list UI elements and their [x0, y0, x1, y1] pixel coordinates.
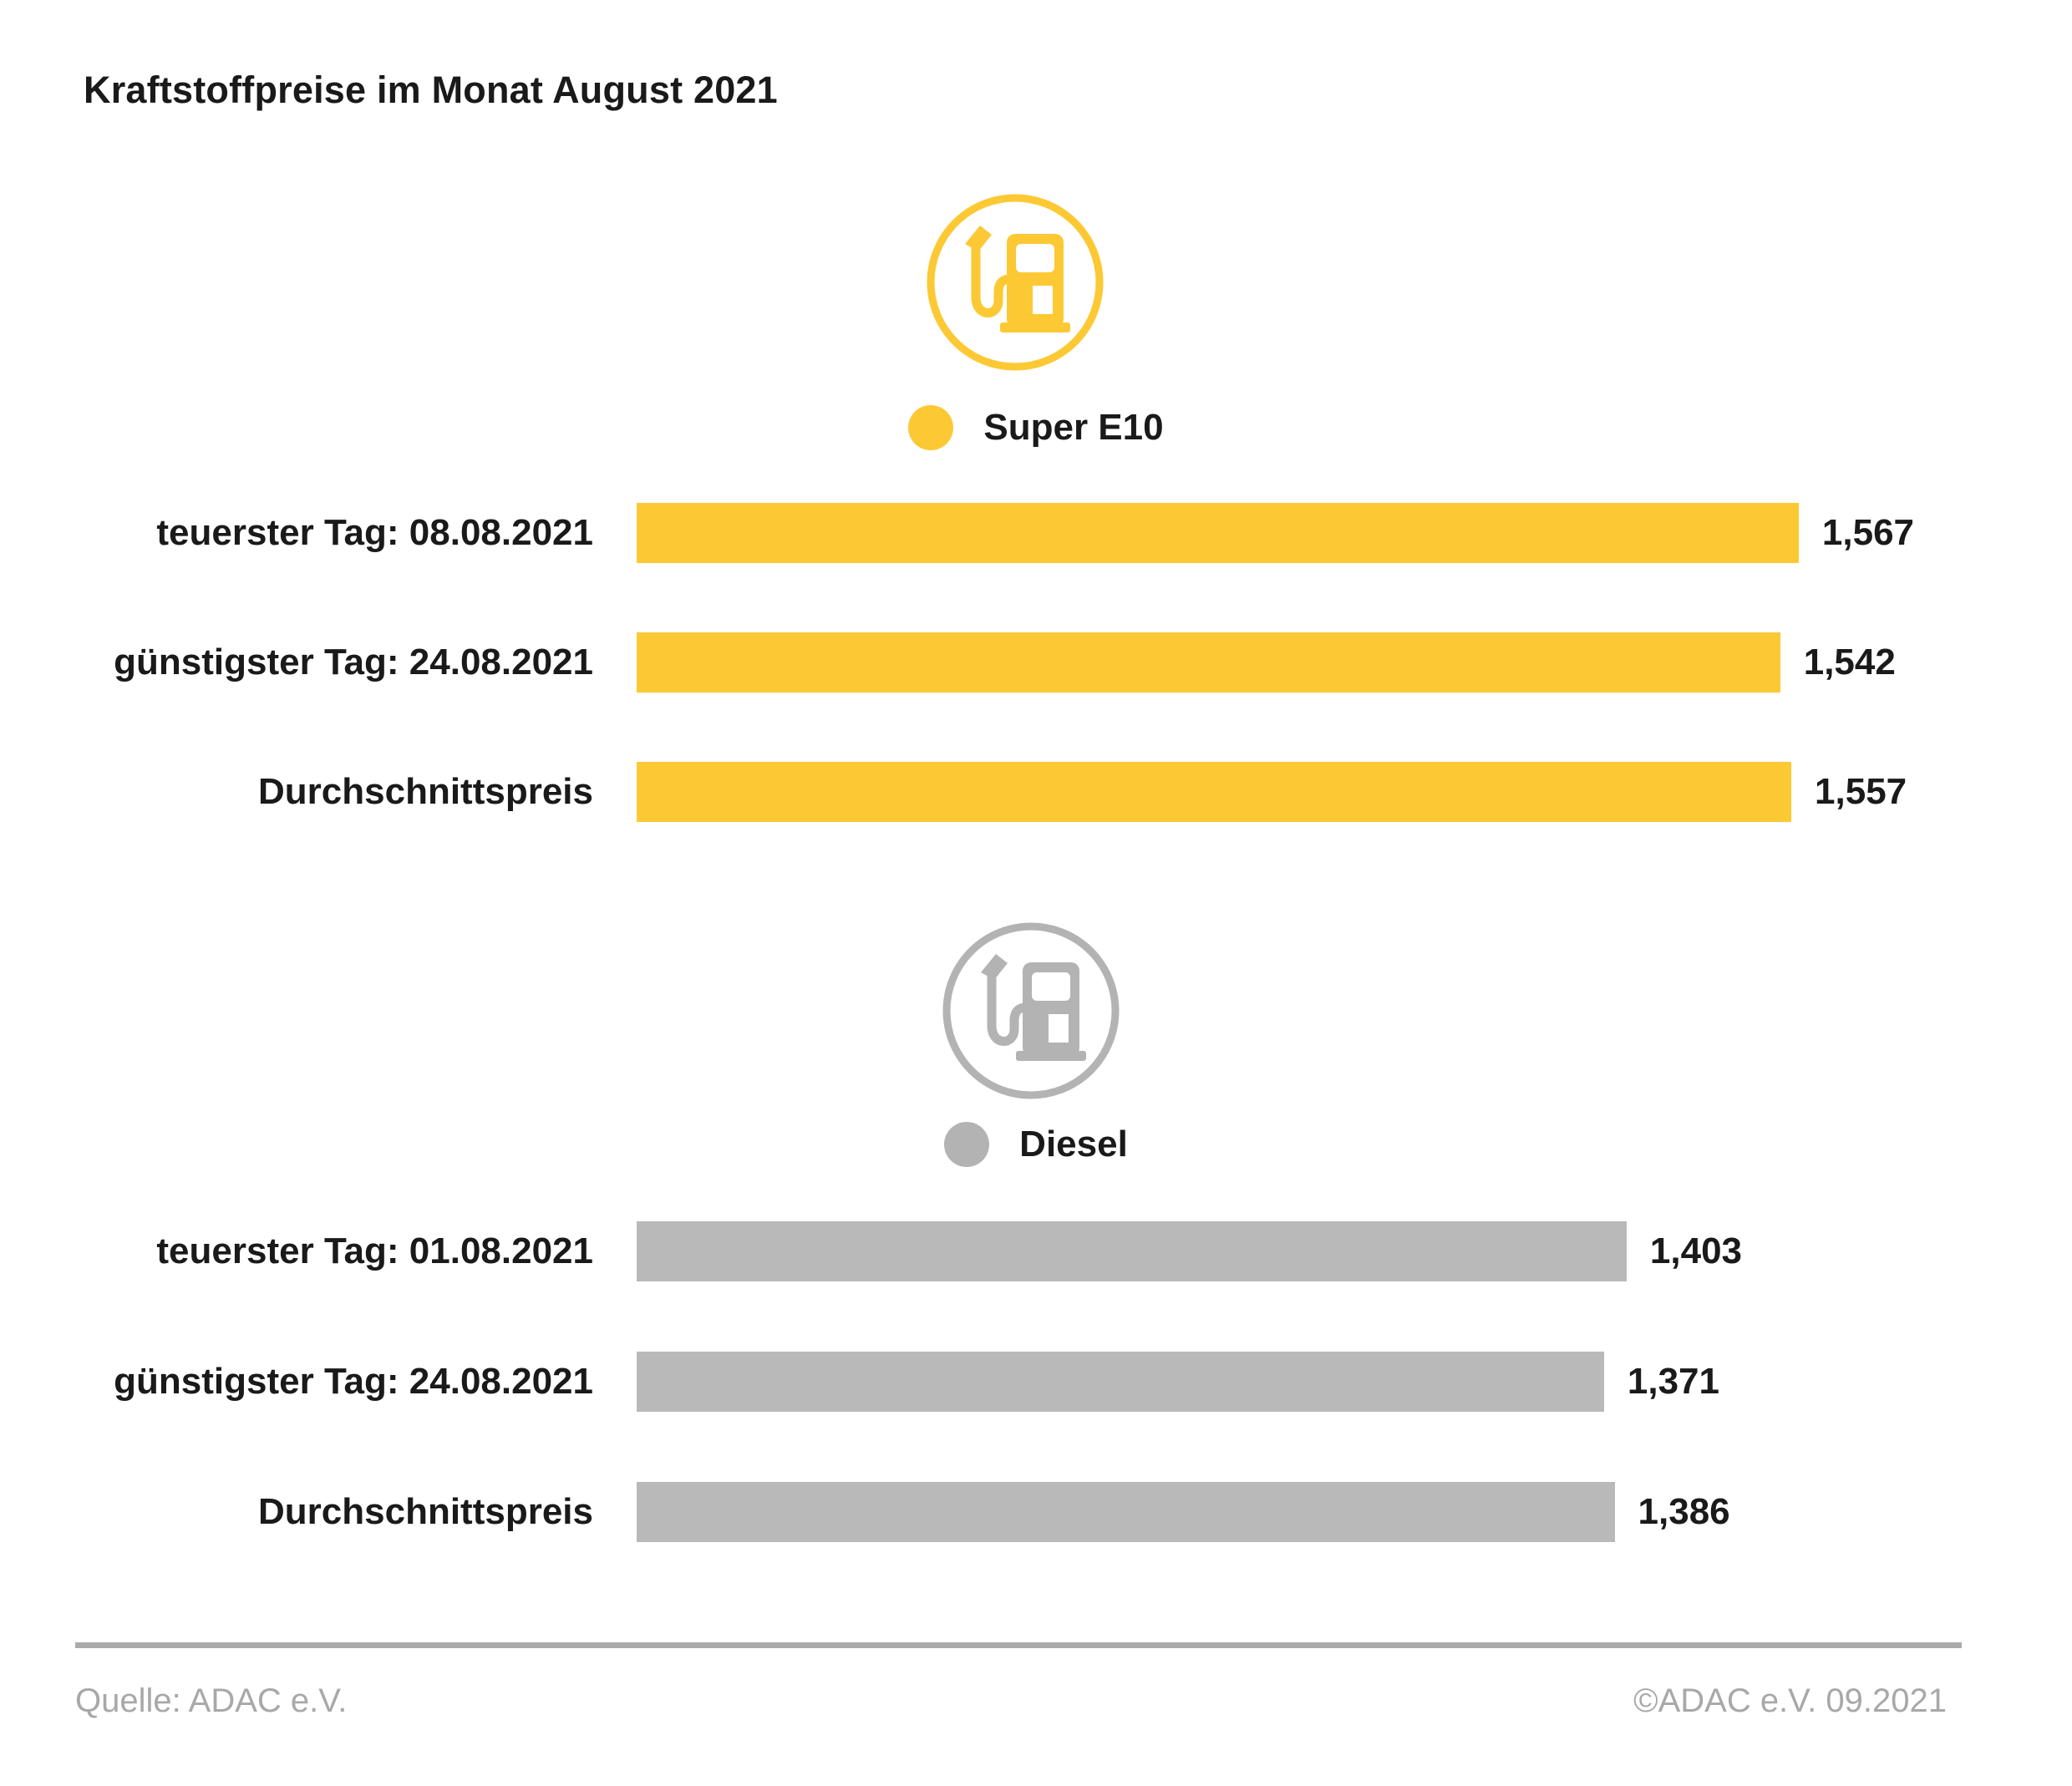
bar	[637, 1221, 1627, 1281]
chart-row: teuerster Tag: 01.08.2021 1,403	[0, 1221, 2072, 1281]
row-label: Durchschnittspreis	[258, 771, 593, 812]
legend-super-e10: Super E10	[0, 405, 2072, 450]
chart-diesel: teuerster Tag: 01.08.2021 1,403 günstigs…	[0, 1221, 2072, 1612]
bar-track: 1,567	[637, 503, 2014, 563]
footer-divider	[75, 1642, 1962, 1648]
legend-dot-super-e10	[908, 405, 954, 450]
value-label: 1,403	[1649, 1230, 1743, 1271]
fuel-pump-icon	[923, 190, 1107, 374]
legend-dot-diesel	[944, 1122, 990, 1167]
bar	[637, 762, 1792, 822]
bar-track: 1,403	[637, 1221, 2014, 1281]
chart-row: teuerster Tag: 08.08.2021 1,567	[0, 503, 2072, 563]
page-title: Kraftstoffpreise im Monat August 2021	[84, 68, 778, 111]
bar	[637, 503, 1799, 563]
row-label: teuerster Tag: 08.08.2021	[156, 512, 593, 553]
chart-row: Durchschnittspreis 1,386	[0, 1482, 2072, 1542]
value-label: 1,557	[1815, 771, 1907, 812]
value-label: 1,386	[1638, 1491, 1730, 1532]
chart-row: Durchschnittspreis 1,557	[0, 762, 2072, 822]
row-label: teuerster Tag: 01.08.2021	[156, 1230, 593, 1271]
row-label: günstigster Tag: 24.08.2021	[114, 1361, 593, 1402]
bar	[637, 1352, 1604, 1412]
fuel-pump-icon	[939, 919, 1123, 1103]
chart-row: günstigster Tag: 24.08.2021 1,371	[0, 1352, 2072, 1412]
bar-track: 1,371	[637, 1352, 2014, 1412]
value-label: 1,542	[1803, 642, 1896, 682]
bar-track: 1,542	[637, 632, 2014, 693]
row-label: günstigster Tag: 24.08.2021	[114, 642, 593, 682]
value-label: 1,567	[1821, 512, 1915, 553]
legend-diesel: Diesel	[0, 1122, 2072, 1167]
bar	[637, 632, 1780, 693]
footer-copyright: ©ADAC e.V. 09.2021	[1633, 1682, 1947, 1719]
footer-source: Quelle: ADAC e.V.	[75, 1682, 348, 1719]
value-label: 1,371	[1627, 1361, 1719, 1402]
row-label: Durchschnittspreis	[258, 1491, 593, 1532]
bar-track: 1,557	[637, 762, 2014, 822]
chart-super-e10: teuerster Tag: 08.08.2021 1,567 günstigs…	[0, 503, 2072, 891]
bar-track: 1,386	[637, 1482, 2014, 1542]
legend-label: Diesel	[1019, 1124, 1128, 1164]
bar	[637, 1482, 1615, 1542]
legend-label: Super E10	[983, 407, 1164, 448]
chart-row: günstigster Tag: 24.08.2021 1,542	[0, 632, 2072, 693]
